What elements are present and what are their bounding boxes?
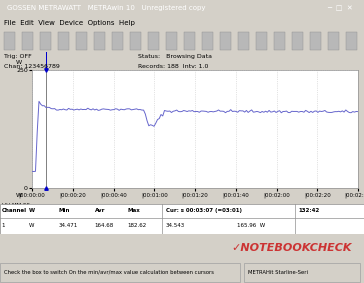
Text: Trig: OFF: Trig: OFF bbox=[4, 54, 31, 59]
Bar bbox=[0, 263, 240, 282]
Text: Max: Max bbox=[127, 208, 140, 213]
Bar bbox=[166, 32, 177, 50]
Text: 164.68: 164.68 bbox=[95, 223, 114, 228]
Bar bbox=[238, 32, 249, 50]
Text: Channel: Channel bbox=[2, 208, 27, 213]
Text: ─  □  ✕: ─ □ ✕ bbox=[327, 5, 353, 11]
Text: ✓NOTEBOOKCHECK: ✓NOTEBOOKCHECK bbox=[232, 243, 352, 253]
Text: 165.96  W: 165.96 W bbox=[237, 223, 265, 228]
Bar bbox=[76, 32, 87, 50]
Text: 34.471: 34.471 bbox=[58, 223, 78, 228]
Text: GOSSEN METRAWATT   METRAwin 10   Unregistered copy: GOSSEN METRAWATT METRAwin 10 Unregistere… bbox=[7, 5, 206, 11]
Text: Status:   Browsing Data: Status: Browsing Data bbox=[138, 54, 212, 59]
Text: HH MM SS: HH MM SS bbox=[3, 203, 30, 208]
Text: 132:42: 132:42 bbox=[298, 208, 320, 213]
Bar bbox=[40, 32, 51, 50]
Bar bbox=[274, 32, 285, 50]
Text: File  Edit  View  Device  Options  Help: File Edit View Device Options Help bbox=[4, 20, 135, 26]
Text: Chan: 123456789: Chan: 123456789 bbox=[4, 64, 60, 69]
Text: 34.543: 34.543 bbox=[166, 223, 185, 228]
Text: 1: 1 bbox=[2, 223, 5, 228]
Bar bbox=[130, 32, 141, 50]
Bar bbox=[310, 32, 321, 50]
Bar bbox=[112, 32, 123, 50]
Text: W: W bbox=[16, 193, 22, 198]
Bar bbox=[58, 32, 68, 50]
Text: W: W bbox=[16, 60, 22, 65]
Bar bbox=[21, 32, 32, 50]
Bar bbox=[202, 32, 213, 50]
Bar bbox=[46, 52, 47, 70]
Bar bbox=[4, 32, 15, 50]
Bar bbox=[346, 32, 357, 50]
Bar bbox=[148, 32, 159, 50]
Bar bbox=[292, 32, 303, 50]
Text: W: W bbox=[29, 223, 35, 228]
Bar bbox=[256, 32, 267, 50]
Bar bbox=[94, 32, 104, 50]
Text: Avr: Avr bbox=[95, 208, 105, 213]
Text: W: W bbox=[29, 208, 35, 213]
Text: 182.62: 182.62 bbox=[127, 223, 147, 228]
Text: Records: 188  Intv: 1.0: Records: 188 Intv: 1.0 bbox=[138, 64, 209, 69]
Text: Cur: s 00:03:07 (=03:01): Cur: s 00:03:07 (=03:01) bbox=[166, 208, 242, 213]
Bar bbox=[244, 263, 360, 282]
Text: Check the box to switch On the min/avr/max value calculation between cursors: Check the box to switch On the min/avr/m… bbox=[4, 270, 214, 275]
Bar bbox=[328, 32, 339, 50]
Bar bbox=[184, 32, 195, 50]
Text: Min: Min bbox=[58, 208, 70, 213]
Text: METRAHit Starline-Seri: METRAHit Starline-Seri bbox=[248, 270, 308, 275]
Bar bbox=[220, 32, 231, 50]
